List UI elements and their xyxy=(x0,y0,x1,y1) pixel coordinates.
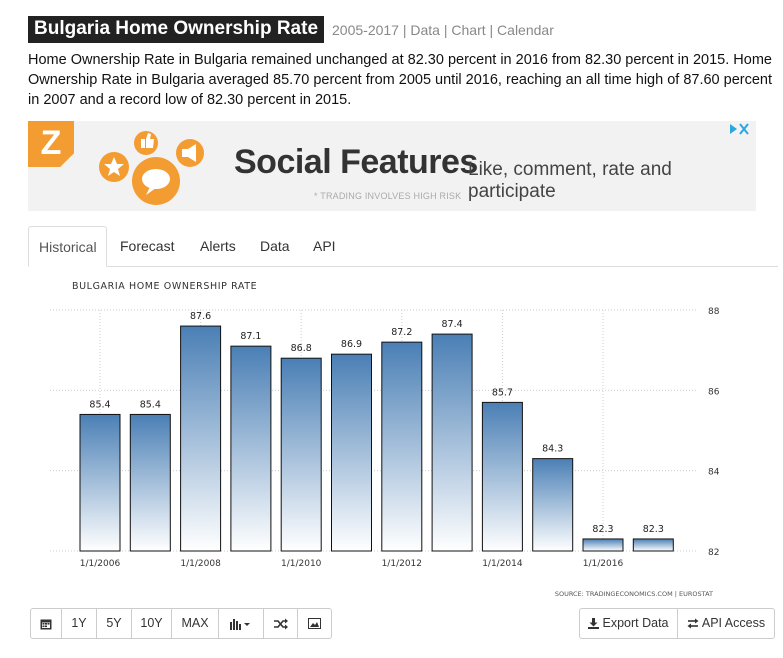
shuffle-icon xyxy=(273,618,288,630)
y-tick-label: 84 xyxy=(708,468,720,478)
bar-chart-icon xyxy=(230,618,250,630)
calendar-icon xyxy=(40,619,52,630)
title-links: 2005-2017 | Data | Chart | Calendar xyxy=(332,21,554,38)
bar-layer xyxy=(79,325,674,552)
label-layer: 82 84 86 88 1/1/2006 1/1/2008 1/1/2010 1/1/2012… xyxy=(80,307,720,569)
ad-choices-icon[interactable] xyxy=(728,123,750,138)
bar[interactable] xyxy=(331,353,372,552)
bar[interactable] xyxy=(582,538,624,552)
download-icon xyxy=(588,618,600,630)
bar-value-label: 86.8 xyxy=(291,343,312,354)
title-row: Bulgaria Home Ownership Rate 2005-2017 |… xyxy=(28,16,554,43)
ad-subline: Like, comment, rate and participate xyxy=(468,159,672,202)
x-tick-label: 1/1/2006 xyxy=(80,559,121,569)
api-access-button[interactable]: API Access xyxy=(677,608,775,639)
chart-toolbar: 1Y 5Y 10Y MAX Export Data API Access xyxy=(28,608,778,642)
range-5y-button[interactable]: 5Y xyxy=(96,608,132,639)
bar[interactable] xyxy=(532,458,574,552)
x-tick-label: 1/1/2012 xyxy=(382,559,422,569)
bar[interactable] xyxy=(129,413,171,552)
exchange-icon xyxy=(687,618,699,629)
tab-api[interactable]: API xyxy=(313,238,336,254)
ad-disclaimer: * TRADING INVOLVES HIGH RISK xyxy=(314,191,462,201)
ad-social-icons xyxy=(99,131,204,205)
range-max-button[interactable]: MAX xyxy=(171,608,219,639)
chart-type-button[interactable] xyxy=(218,608,264,639)
bar-value-label: 85.7 xyxy=(492,387,513,398)
megaphone-icon xyxy=(176,139,204,167)
x-tick-label: 1/1/2014 xyxy=(482,559,523,569)
image-icon xyxy=(308,618,321,630)
calendar-button[interactable] xyxy=(30,608,62,639)
bar[interactable] xyxy=(431,333,473,552)
bar[interactable] xyxy=(280,357,322,552)
x-tick-label: 1/1/2008 xyxy=(180,559,221,569)
bar[interactable] xyxy=(632,538,674,552)
bar-value-label: 82.3 xyxy=(643,524,664,535)
chart-title: BULGARIA HOME OWNERSHIP RATE xyxy=(72,281,257,292)
ad-headline: Social Features xyxy=(234,143,478,181)
bar-value-label: 84.3 xyxy=(542,444,563,455)
bar-value-label: 86.9 xyxy=(341,339,362,350)
date-range: 2005-2017 xyxy=(332,21,399,38)
ad-banner[interactable]: Z Social Features Like, comment, rate an… xyxy=(28,121,756,211)
bar-value-label: 85.4 xyxy=(89,399,110,410)
bar-value-label: 87.1 xyxy=(240,331,261,342)
data-link[interactable]: Data xyxy=(410,21,440,38)
summary-text: Home Ownership Rate in Bulgaria remained… xyxy=(28,52,772,108)
y-tick-label: 86 xyxy=(708,387,720,397)
tab-data[interactable]: Data xyxy=(260,238,290,254)
bar-chart: BULGARIA HOME OWNERSHIP RATE 82 84 86 88 1/1… xyxy=(50,281,720,598)
calendar-link[interactable]: Calendar xyxy=(497,21,554,38)
bar-value-label: 87.2 xyxy=(391,327,412,338)
chat-bubble-icon xyxy=(132,157,180,205)
bar-value-label: 87.4 xyxy=(442,319,463,330)
tab-historical[interactable]: Historical xyxy=(28,226,107,267)
star-icon xyxy=(99,152,129,182)
compare-button[interactable] xyxy=(263,608,298,639)
y-tick-label: 88 xyxy=(708,307,720,317)
bar-value-label: 85.4 xyxy=(140,399,161,410)
thumbs-up-icon xyxy=(134,131,158,155)
export-data-button[interactable]: Export Data xyxy=(579,608,678,639)
bar[interactable] xyxy=(180,325,222,552)
bar[interactable] xyxy=(79,413,121,552)
tab-alerts[interactable]: Alerts xyxy=(200,238,236,254)
tab-forecast[interactable]: Forecast xyxy=(120,238,175,254)
chart-source: SOURCE: TRADINGECONOMICS.COM | EUROSTAT xyxy=(555,590,713,598)
bar-value-label: 87.6 xyxy=(190,311,211,322)
chart-link[interactable]: Chart xyxy=(451,21,486,38)
bar[interactable] xyxy=(481,401,523,552)
bar[interactable] xyxy=(381,341,423,552)
page-title: Bulgaria Home Ownership Rate xyxy=(28,16,325,43)
x-tick-label: 1/1/2016 xyxy=(583,559,624,569)
bar[interactable] xyxy=(230,345,272,552)
y-tick-label: 82 xyxy=(708,548,719,558)
ad-logo: Z xyxy=(28,121,74,167)
range-1y-button[interactable]: 1Y xyxy=(61,608,97,639)
chart-area: BULGARIA HOME OWNERSHIP RATE 82 84 86 88 1/1… xyxy=(28,267,778,607)
x-tick-label: 1/1/2010 xyxy=(281,559,322,569)
range-10y-button[interactable]: 10Y xyxy=(131,608,172,639)
bar-value-label: 82.3 xyxy=(592,524,613,535)
download-image-button[interactable] xyxy=(297,608,332,639)
chart-tabs: Historical Forecast Alerts Data API xyxy=(28,226,778,267)
